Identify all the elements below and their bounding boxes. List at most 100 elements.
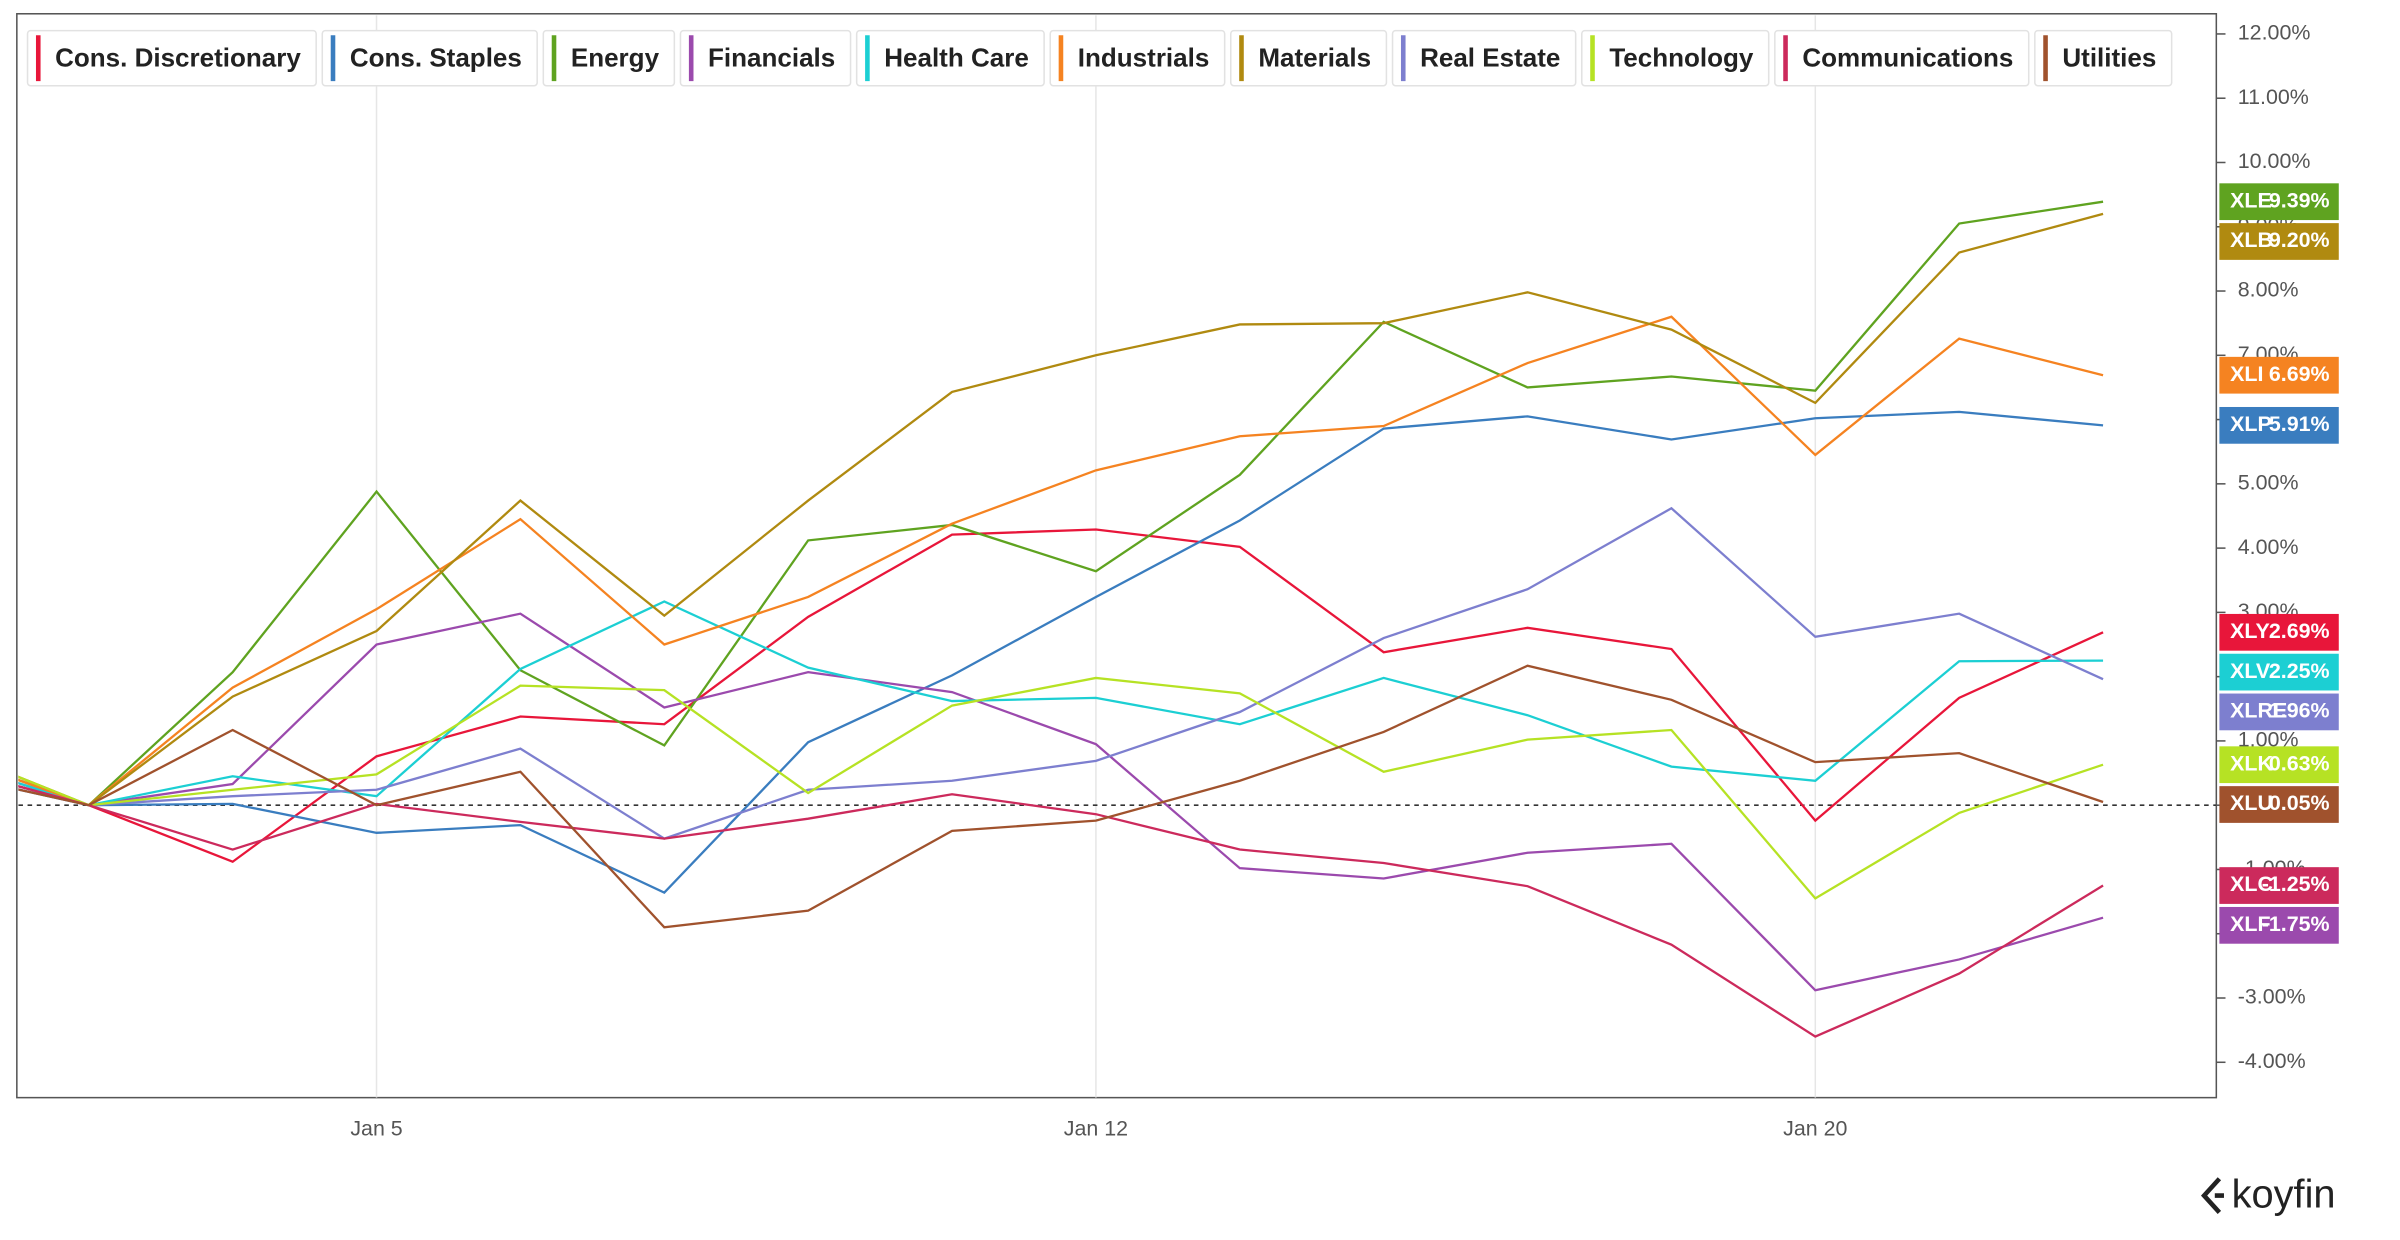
series-line [18,676,2104,900]
legend-item: Materials [1230,29,1388,87]
series-line [18,785,2104,1038]
legend-label: Utilities [2062,43,2156,73]
end-label-box [2219,867,2339,904]
y-tick-label: 11.00% [2238,85,2309,109]
x-tick-label: Jan 20 [1783,1116,1847,1140]
legend-label: Technology [1609,43,1754,73]
end-label-box [2219,786,2339,823]
y-tick-label: 4.00% [2238,535,2299,559]
series-line [18,315,2104,807]
series-line [18,212,2104,807]
legend-item: Financials [679,29,852,87]
end-label-box [2219,693,2339,731]
y-tick-label: 12.00% [2238,21,2311,45]
end-label-value: 5.91% [2269,412,2330,436]
legend-item: Cons. Discretionary [26,29,317,87]
end-label: XLY 2.69% [2219,613,2339,651]
legend-box [855,29,1045,87]
legend-item: Utilities [2034,29,2173,87]
end-label-value: 0.63% [2269,751,2330,775]
series-line [18,528,2104,864]
legend-label: Real Estate [1420,43,1560,73]
end-label-ticker: XLY [2230,619,2270,643]
legend-box [26,29,317,87]
legend-box [1391,29,1577,87]
end-label-box [2219,356,2339,394]
legend-label: Cons. Discretionary [55,43,301,73]
legend-item: Technology [1581,29,1770,87]
y-tick-label: 5.00% [2238,470,2299,494]
end-label-value: 9.39% [2269,188,2330,212]
legend-box [321,29,538,87]
y-tick-label: 8.00% [2238,278,2299,302]
end-label-value: 9.20% [2269,228,2330,252]
plot-frame [16,13,2218,1099]
legend-item: Real Estate [1391,29,1577,87]
end-label-value: 0.05% [2269,791,2330,815]
end-label-value: 1.96% [2269,699,2330,723]
end-label-box [2219,906,2339,944]
legend-item: Communications [1774,29,2030,87]
end-label-ticker: XLP [2230,412,2272,436]
end-label-ticker: XLRE [2230,699,2287,723]
end-label-ticker: XLK [2230,751,2273,775]
legend-box [1774,29,2030,87]
legend-item: Energy [542,29,676,87]
legend-item: Health Care [855,29,1045,87]
series-line [18,600,2104,807]
legend-item: Cons. Staples [321,29,538,87]
legend-box [2034,29,2173,87]
series-line [18,506,2104,840]
legend-label: Communications [1802,43,2013,73]
end-label-box [2219,223,2339,260]
legend-label: Industrials [1078,43,1210,73]
brand-name: koyfin [2232,1173,2336,1217]
end-label-value: -1.25% [2262,872,2330,896]
legend-box [542,29,676,87]
end-label-ticker: XLB [2230,228,2273,252]
series-line [18,200,2104,807]
end-label-box [2219,613,2339,651]
end-label-value: 2.69% [2269,619,2330,643]
legend-label: Financials [708,43,835,73]
end-label-box [2219,183,2339,221]
legend-label: Energy [571,43,660,73]
brand-icon [2200,1177,2224,1214]
series-line [18,410,2104,894]
legend-label: Health Care [884,43,1029,73]
legend-label: Cons. Staples [350,43,522,73]
plot-layer [18,15,2217,1098]
legend-label: Materials [1258,43,1371,73]
end-label: XLI 6.69% [2219,356,2339,394]
end-label-ticker: XLU [2230,791,2273,815]
end-label-ticker: XLC [2230,872,2273,896]
y-tick-label: -4.00% [2238,1049,2306,1073]
legend-box [1230,29,1388,87]
end-label-ticker: XLI [2230,362,2263,386]
legend: Cons. Discretionary Cons. Staples Energy Fi… [26,29,2173,87]
x-tick-label: Jan 5 [350,1116,402,1140]
end-label-box [2219,746,2339,784]
legend-item: Industrials [1049,29,1226,87]
y-tick-label: 10.00% [2238,149,2311,173]
series-line [18,664,2104,929]
end-label-ticker: XLE [2230,188,2272,212]
end-label-value: 2.25% [2269,659,2330,683]
end-label-box [2219,653,2339,691]
brand-logo: koyfin [2200,1173,2336,1217]
end-label-ticker: XLV [2230,659,2271,683]
series-line [18,612,2104,992]
legend-box [1581,29,1770,87]
legend-box [1049,29,1226,87]
x-tick-label: Jan 12 [1064,1116,1128,1140]
end-label-box [2219,406,2339,444]
end-label-value: -1.75% [2262,912,2330,936]
